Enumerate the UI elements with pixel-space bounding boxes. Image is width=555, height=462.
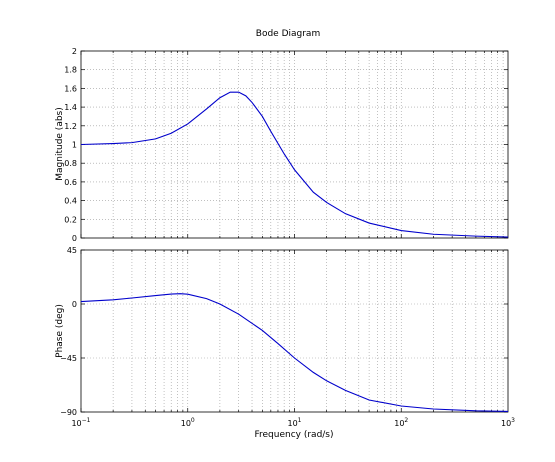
x-tick-exponent: −1 <box>82 417 91 424</box>
magnitude-ytick-label: 1.6 <box>64 84 77 93</box>
frequency-xlabel: Frequency (rad/s) <box>254 430 333 440</box>
magnitude-ytick-label: 0 <box>72 234 77 243</box>
x-tick-exponent: 1 <box>298 417 302 424</box>
magnitude-ytick-label: 2 <box>72 47 77 56</box>
phase-line <box>80 293 509 412</box>
x-tick-label: 10−1 <box>71 417 90 428</box>
x-tick-base: 10 <box>394 419 404 428</box>
x-tick-base: 10 <box>71 419 81 428</box>
phase-ytick-label: 45 <box>67 246 77 255</box>
x-tick-base: 10 <box>181 419 191 428</box>
magnitude-ytick-label: 1 <box>72 141 77 150</box>
magnitude-ytick-label: 1.8 <box>64 66 77 75</box>
x-tick-label: 103 <box>501 417 515 428</box>
magnitude-ytick-label: 0.4 <box>64 197 77 206</box>
chart-title: Bode Diagram <box>256 29 320 39</box>
phase-ytick-label: 0 <box>72 300 77 309</box>
magnitude-line <box>80 91 509 238</box>
x-tick-exponent: 0 <box>191 417 195 424</box>
magnitude-panel: 0 0.2 0.4 0.6 0.8 1 1.2 1.4 1.6 1.8 2 Magnitude (a… <box>55 47 509 243</box>
magnitude-ytick-label: 0.6 <box>64 178 77 187</box>
x-tick-label: 102 <box>394 417 408 428</box>
phase-ytick-label: −90 <box>60 408 77 417</box>
x-tick-exponent: 3 <box>511 417 515 424</box>
x-tick-label: 100 <box>181 417 195 428</box>
magnitude-ytick-label: 1.2 <box>64 122 77 131</box>
x-tick-exponent: 2 <box>404 417 408 424</box>
magnitude-ytick-label: 0.8 <box>64 159 77 168</box>
phase-grid <box>81 250 508 412</box>
magnitude-ytick-label: 0.2 <box>64 215 77 224</box>
x-tick-label: 101 <box>287 417 301 428</box>
x-tick-base: 10 <box>287 419 297 428</box>
x-tick-base: 10 <box>501 419 511 428</box>
magnitude-grid <box>81 51 508 238</box>
magnitude-ylabel: Magnitude (abs) <box>55 107 65 180</box>
phase-ylabel: Phase (deg) <box>55 304 65 358</box>
phase-ytick-label: −45 <box>60 354 77 363</box>
magnitude-ytick-label: 1.4 <box>64 103 77 112</box>
